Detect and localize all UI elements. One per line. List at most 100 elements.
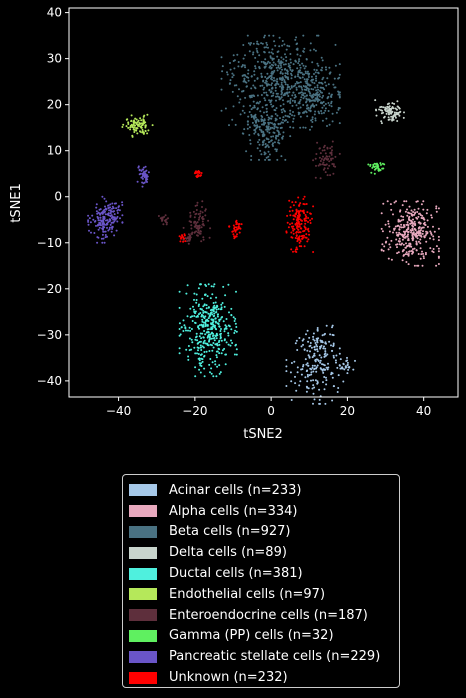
data-point [256, 51, 259, 54]
data-point [306, 94, 308, 97]
data-point [199, 371, 202, 374]
data-point [193, 298, 195, 301]
data-point [432, 248, 435, 250]
data-point [316, 86, 319, 89]
data-point [265, 128, 268, 131]
data-point [200, 353, 203, 356]
data-point [271, 70, 274, 73]
data-point [297, 222, 300, 225]
data-point [280, 56, 283, 59]
data-point [191, 341, 194, 344]
data-point [320, 101, 323, 104]
data-point [331, 120, 334, 123]
data-point [313, 367, 316, 370]
data-point [260, 60, 263, 63]
data-point [396, 100, 399, 103]
data-point [268, 89, 271, 92]
data-point [220, 339, 223, 342]
data-point [127, 121, 130, 124]
data-point [300, 86, 303, 89]
data-point [249, 104, 252, 107]
data-point [185, 292, 188, 295]
data-point [306, 349, 309, 352]
data-point [273, 69, 276, 72]
data-point [268, 51, 271, 54]
data-point [308, 356, 311, 359]
data-point [130, 120, 133, 123]
data-point [247, 76, 250, 79]
data-point [302, 230, 305, 233]
data-point [241, 64, 244, 66]
data-point [212, 375, 215, 378]
data-point [207, 312, 210, 315]
data-point [206, 318, 209, 321]
data-point [218, 325, 221, 328]
data-point [395, 231, 398, 234]
data-point [330, 153, 333, 156]
data-point [280, 81, 283, 84]
data-point [236, 233, 238, 236]
data-point [253, 104, 256, 107]
data-point [95, 203, 98, 206]
data-point [265, 156, 268, 159]
data-point [328, 92, 331, 95]
data-point [337, 387, 340, 389]
data-point [254, 67, 257, 70]
data-point [326, 155, 329, 158]
data-point [104, 236, 107, 239]
data-point [234, 322, 237, 325]
data-point [303, 78, 306, 81]
data-point [326, 368, 329, 371]
data-point [323, 144, 326, 147]
data-point [407, 227, 410, 230]
data-point [141, 128, 144, 131]
data-point [98, 221, 101, 224]
data-point [305, 219, 308, 222]
data-point [429, 247, 432, 250]
data-point [132, 128, 135, 131]
data-point [201, 318, 204, 321]
data-point [400, 219, 403, 222]
data-point [267, 146, 270, 148]
data-point [136, 180, 139, 183]
data-point [402, 116, 405, 119]
legend-item-beta: Beta cells (n=927) [129, 522, 399, 543]
data-point [197, 349, 199, 352]
data-point [229, 82, 231, 85]
data-point [313, 113, 316, 116]
data-point [332, 342, 335, 345]
data-point [338, 96, 341, 99]
data-point [238, 231, 241, 234]
data-point [354, 359, 356, 362]
data-point [297, 211, 300, 214]
data-point [393, 102, 396, 105]
data-point [303, 67, 306, 70]
data-point [401, 242, 403, 245]
legend-item-ductal: Ductal cells (n=381) [129, 563, 399, 584]
data-point [145, 174, 148, 176]
data-point [273, 131, 276, 134]
data-point [310, 371, 313, 374]
data-point [263, 50, 266, 53]
data-point [242, 44, 245, 46]
data-point [193, 292, 196, 295]
data-point [388, 109, 391, 112]
data-point [329, 333, 332, 336]
data-point [235, 226, 238, 229]
data-point [199, 174, 202, 177]
data-point [250, 158, 253, 161]
data-point [94, 220, 97, 222]
data-point [316, 95, 319, 98]
data-point [268, 75, 271, 78]
data-point [324, 347, 327, 350]
data-point [385, 110, 388, 113]
data-point [285, 48, 288, 51]
data-point [228, 311, 230, 314]
data-point [142, 168, 145, 171]
data-point [320, 158, 323, 160]
data-point [326, 167, 329, 170]
legend-label: Gamma (PP) cells (n=32) [169, 628, 334, 644]
data-point [209, 358, 212, 360]
data-point [318, 93, 321, 96]
data-point [210, 337, 213, 340]
